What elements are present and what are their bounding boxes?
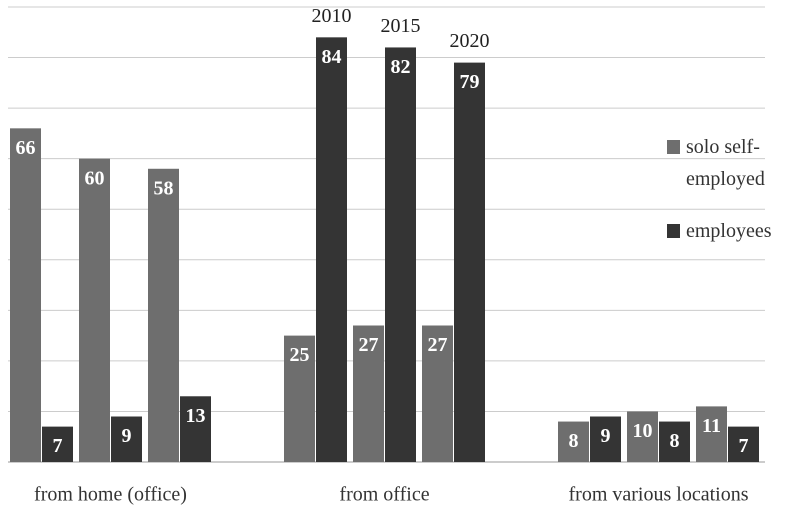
bar [42, 426, 73, 462]
value-label: 8 [569, 430, 579, 452]
value-label: 8 [670, 430, 680, 452]
year-label: 2010 [312, 5, 352, 27]
bar [180, 396, 211, 462]
value-label: 60 [85, 167, 105, 189]
bar [627, 411, 658, 462]
bar [696, 406, 727, 462]
legend-label: employees [686, 220, 772, 242]
value-label: 9 [122, 425, 132, 447]
bar [454, 62, 485, 462]
bar [659, 421, 690, 462]
bar [111, 416, 142, 462]
bar [558, 421, 589, 462]
value-label: 66 [16, 137, 36, 159]
bar [590, 416, 621, 462]
bar [316, 37, 347, 462]
legend-entry: solo self-employed [686, 136, 765, 190]
value-label: 27 [359, 334, 379, 356]
value-label: 25 [290, 344, 310, 366]
x-tick-label: from various locations [569, 484, 749, 506]
value-label: 13 [186, 405, 206, 427]
bar [353, 325, 384, 462]
x-tick-label: from home (office) [34, 484, 187, 506]
value-label: 10 [633, 420, 653, 442]
legend-swatch [667, 224, 680, 238]
bar [728, 426, 759, 462]
bar [422, 325, 453, 462]
value-label: 7 [53, 435, 63, 457]
bar [385, 47, 416, 462]
bar [79, 158, 110, 462]
x-tick-label: from office [339, 484, 429, 506]
bar [10, 128, 41, 463]
value-label: 79 [460, 71, 480, 93]
value-label: 11 [702, 415, 721, 437]
legend-label: solo self-employed [686, 136, 765, 190]
year-label: 2020 [450, 30, 490, 52]
value-label: 58 [154, 177, 174, 199]
value-label: 7 [739, 435, 749, 457]
value-label: 84 [322, 46, 342, 68]
value-label: 82 [391, 56, 411, 78]
year-label: 2015 [381, 15, 421, 37]
bar [284, 335, 315, 462]
value-label: 27 [428, 334, 448, 356]
legend-entry: employees [686, 220, 772, 242]
value-label: 9 [601, 425, 611, 447]
bar [148, 168, 179, 462]
legend-swatch [667, 140, 680, 154]
